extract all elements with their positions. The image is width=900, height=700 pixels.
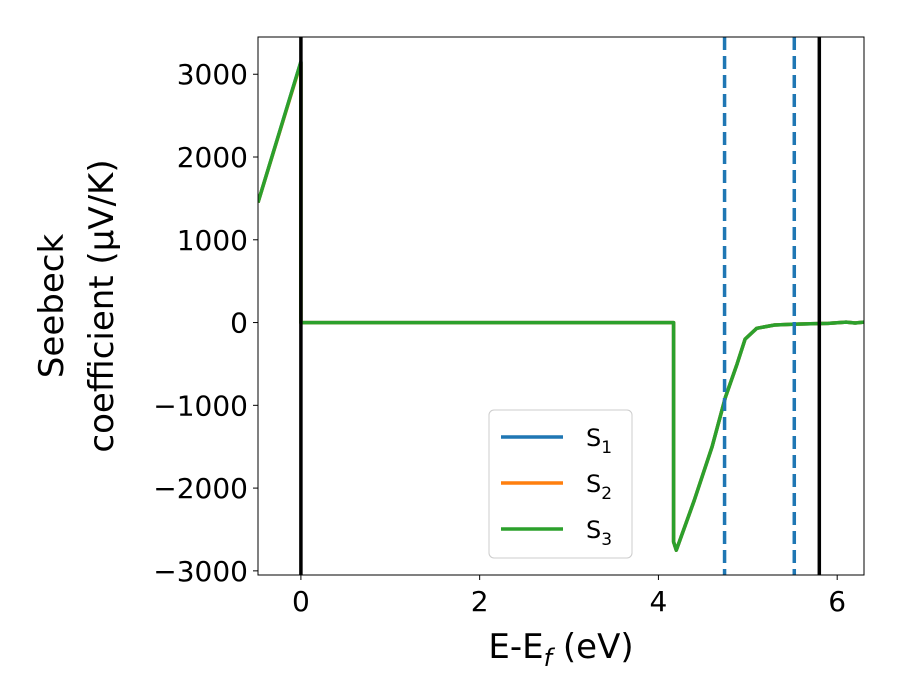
axes: 0 2 4 6 3000 2000 1000 0 −1000 −2000 −3000 E-Ef (eV… xyxy=(32,36,865,672)
y-axis-title-line-1: Seebeck xyxy=(32,234,72,379)
y-tick-label: −3000 xyxy=(153,555,248,588)
series-line-3 xyxy=(258,60,864,552)
axes-frame xyxy=(257,36,865,576)
x-tick-label: 2 xyxy=(471,585,489,618)
y-axis-title: Seebeck coefficient (μV/K) xyxy=(32,159,122,452)
legend-label-3: S3 xyxy=(586,516,612,550)
y-tick-label: 3000 xyxy=(177,58,248,91)
x-tick-label: 4 xyxy=(650,585,668,618)
y-tick-label: 1000 xyxy=(177,224,248,257)
x-axis-title: E-Ef (eV) xyxy=(488,627,633,672)
plot-area xyxy=(258,37,864,575)
y-tick-label: 2000 xyxy=(177,141,248,174)
legend-label-1: S1 xyxy=(586,424,612,458)
x-tick-label: 0 xyxy=(292,585,310,618)
y-axis-title-line-2: coefficient (μV/K) xyxy=(82,159,122,452)
legend: S1 S2 S3 xyxy=(488,409,633,559)
legend-label-2: S2 xyxy=(586,470,612,504)
plot-content xyxy=(258,37,864,575)
y-tick-label: −1000 xyxy=(153,389,248,422)
y-tick-label: 0 xyxy=(230,307,248,340)
y-tick-label: −2000 xyxy=(153,472,248,505)
x-tick-label: 6 xyxy=(828,585,846,618)
